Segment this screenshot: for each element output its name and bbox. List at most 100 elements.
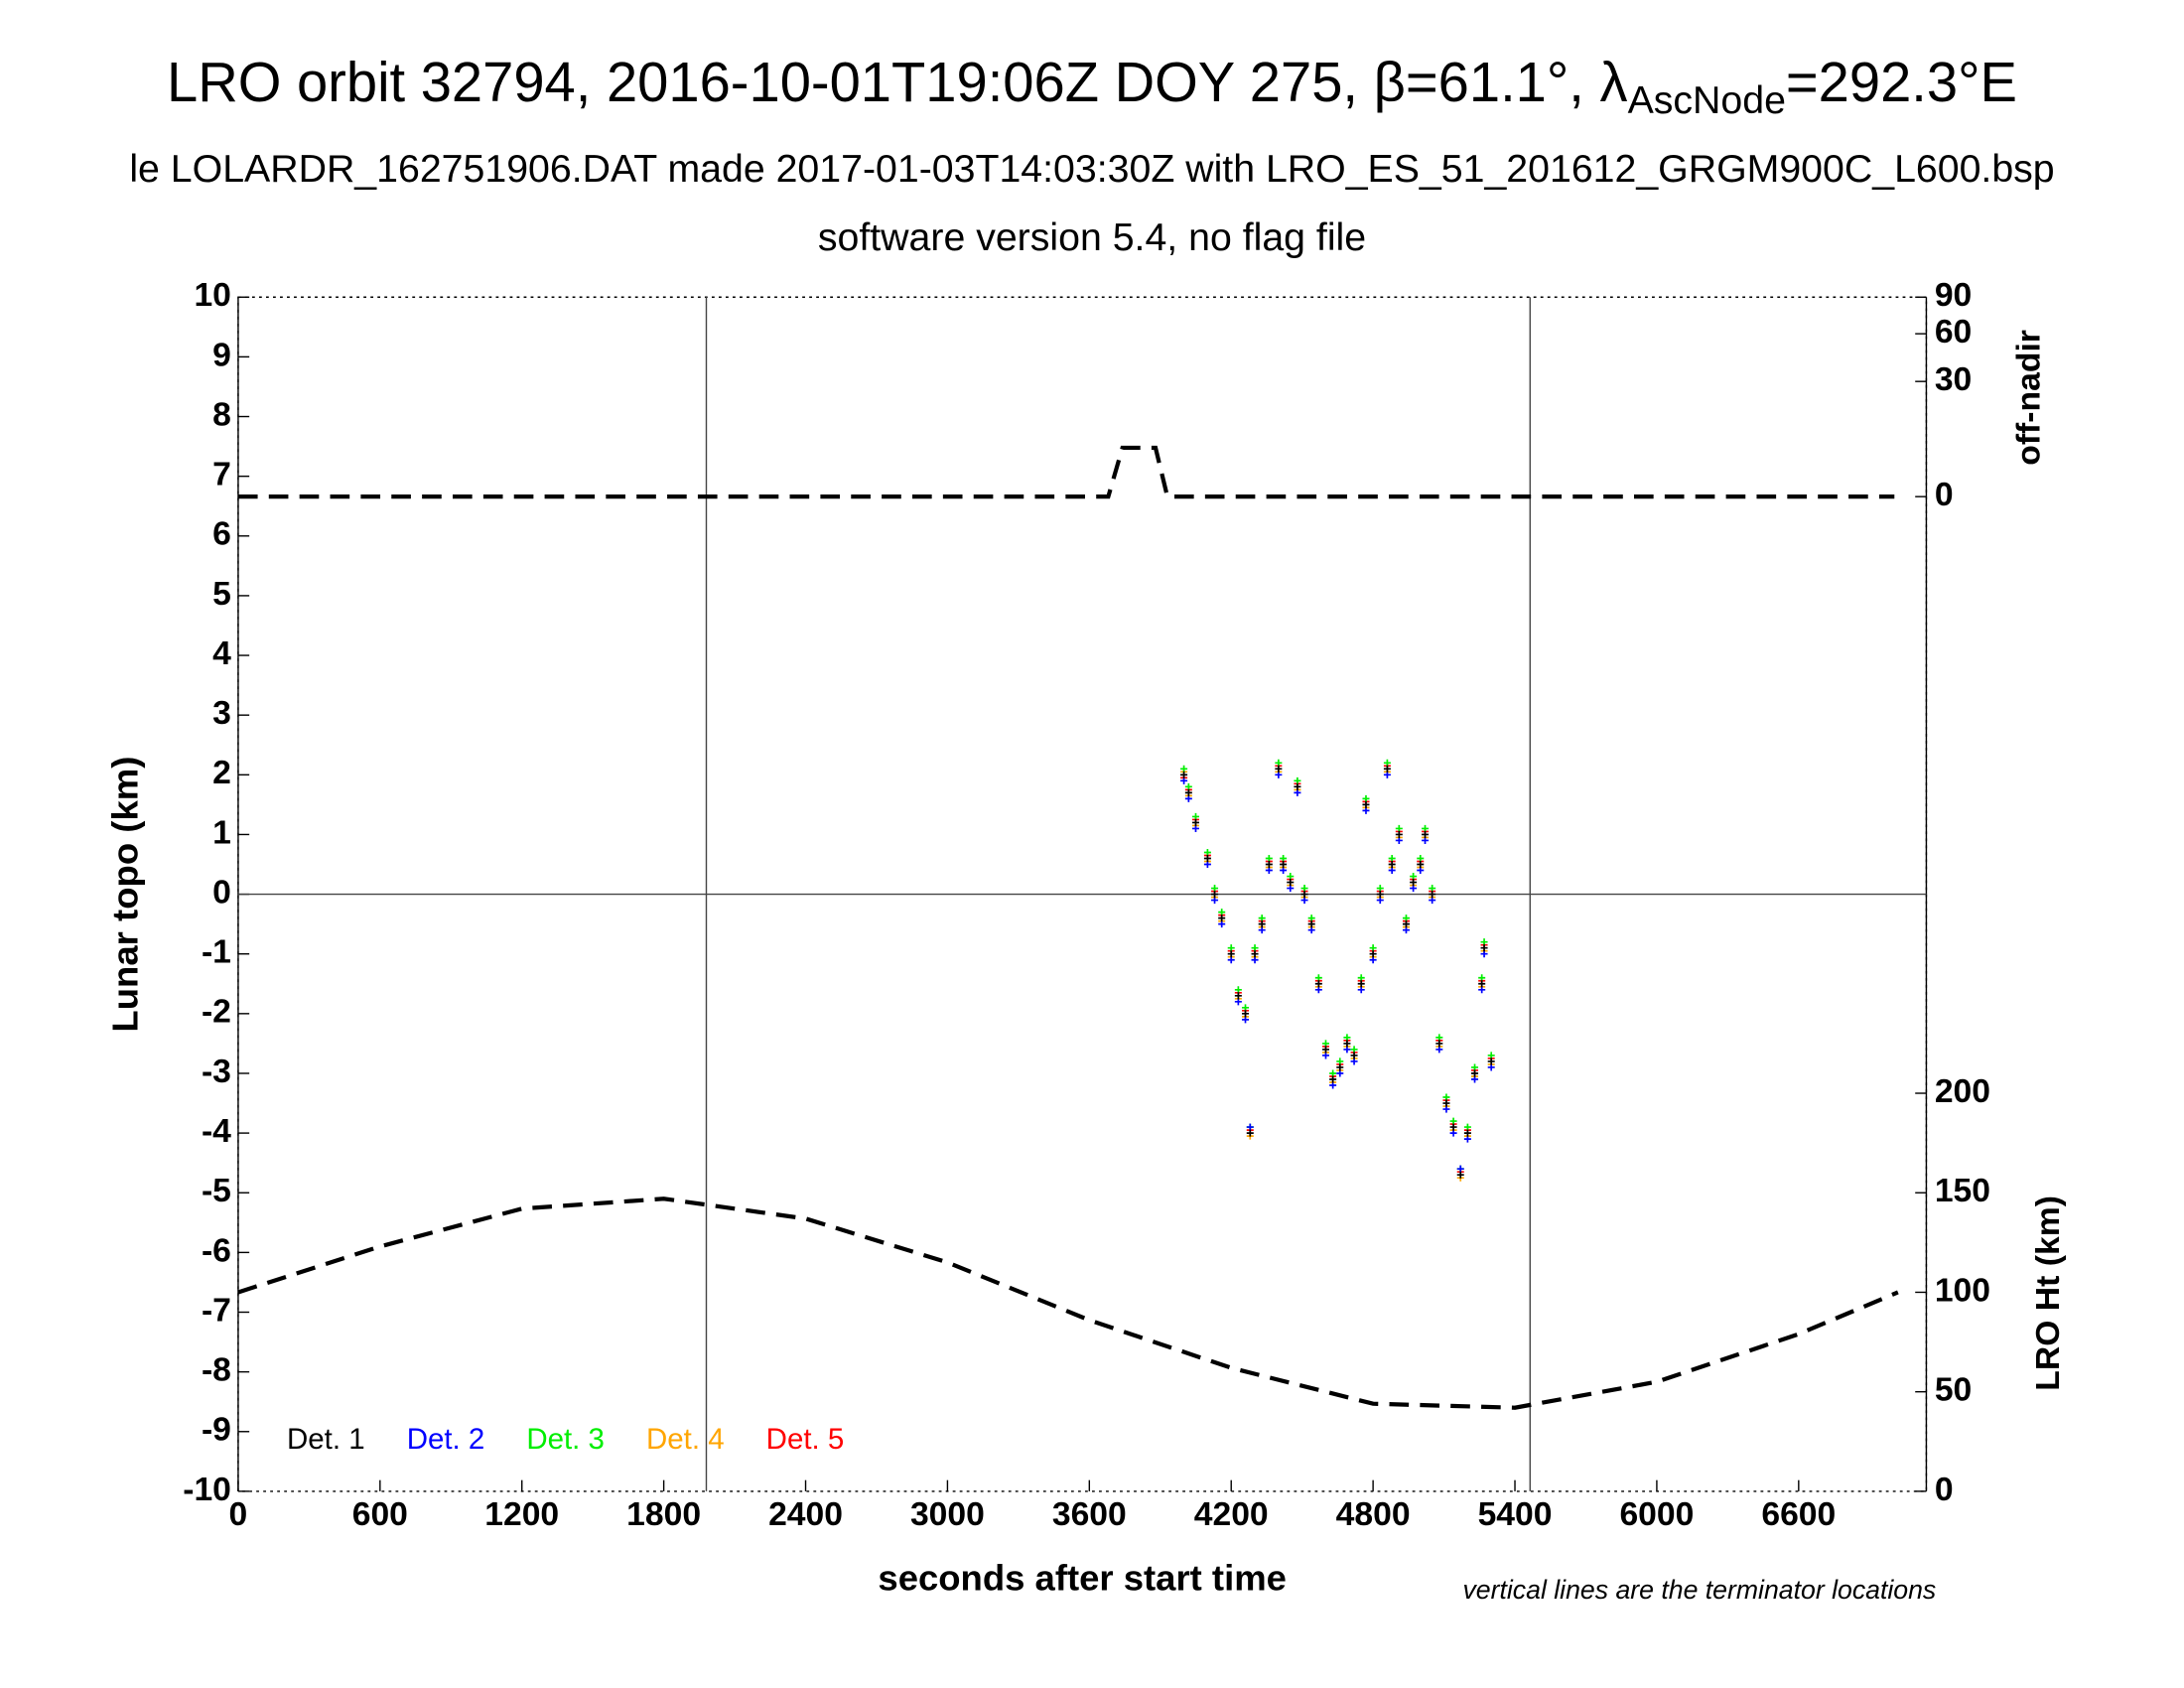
point — [1329, 1075, 1337, 1083]
y2-axis-label: off-nadir — [2011, 330, 2048, 466]
point — [1211, 885, 1219, 893]
point — [1336, 1069, 1344, 1077]
point — [1321, 1040, 1329, 1048]
x-tick-label: 4200 — [1194, 1496, 1269, 1533]
point — [1369, 950, 1377, 958]
y-tick-label: -8 — [202, 1352, 231, 1389]
point — [1211, 897, 1219, 905]
point — [1456, 1171, 1464, 1179]
point — [1402, 920, 1410, 928]
point — [1227, 950, 1235, 958]
y-tick-label: 2 — [212, 755, 231, 791]
point — [1388, 854, 1396, 863]
y-tick-label: -6 — [202, 1232, 231, 1269]
point — [1422, 824, 1430, 832]
point — [1265, 867, 1273, 875]
point — [1383, 765, 1391, 773]
y-tick-label: -1 — [202, 934, 231, 971]
point — [1203, 854, 1211, 863]
point — [1410, 879, 1418, 887]
point — [1218, 909, 1226, 916]
point — [1218, 914, 1226, 922]
point — [1294, 788, 1301, 796]
point — [1429, 885, 1436, 893]
x-tick-label: 0 — [229, 1496, 248, 1533]
y3-tick-label: 0 — [1935, 1472, 1954, 1508]
point — [1184, 788, 1192, 796]
legend-entry: Det. 2 — [407, 1423, 485, 1456]
point — [1350, 1052, 1358, 1059]
point — [1234, 992, 1242, 1000]
point — [1314, 974, 1322, 982]
point — [1336, 1057, 1344, 1065]
point — [1471, 1063, 1479, 1071]
point — [1203, 848, 1211, 856]
point — [1275, 771, 1283, 778]
point — [1487, 1057, 1495, 1065]
point — [1287, 885, 1295, 893]
point — [1300, 885, 1308, 893]
x-tick-label: 3600 — [1052, 1496, 1127, 1533]
point — [1343, 1046, 1351, 1054]
point — [1362, 794, 1370, 802]
point — [1321, 1046, 1329, 1054]
point — [1275, 759, 1283, 767]
point — [1362, 800, 1370, 808]
point — [1234, 998, 1242, 1006]
point — [1280, 867, 1288, 875]
point — [1350, 1046, 1358, 1054]
point — [1480, 938, 1488, 946]
subtitle: le LOLARDR_162751906.DAT made 2017-01-03… — [129, 147, 2054, 191]
point — [1191, 818, 1200, 826]
y-tick-label: 3 — [212, 695, 231, 732]
point — [1480, 944, 1488, 952]
point — [1369, 944, 1377, 952]
point — [1456, 1165, 1464, 1173]
point — [1180, 765, 1188, 773]
point — [1329, 1069, 1337, 1077]
point — [1294, 782, 1301, 790]
dashed-line — [237, 445, 1895, 499]
point — [1376, 885, 1384, 893]
point — [1357, 974, 1365, 982]
point — [1227, 956, 1235, 964]
point — [1294, 776, 1301, 784]
point — [1314, 986, 1322, 994]
point — [1287, 873, 1295, 881]
point — [1417, 867, 1425, 875]
y3-tick-label: 200 — [1935, 1073, 1990, 1110]
point — [1242, 1004, 1250, 1012]
y-tick-label: 1 — [212, 814, 231, 851]
y-tick-label: 6 — [212, 516, 231, 553]
point — [1449, 1117, 1457, 1125]
point — [1463, 1135, 1471, 1143]
point — [1280, 861, 1288, 869]
y3-tick-label: 150 — [1935, 1173, 1990, 1209]
y-tick-label: 5 — [212, 576, 231, 613]
point — [1265, 854, 1273, 863]
point — [1191, 812, 1200, 820]
point — [1442, 1093, 1450, 1101]
x-tick-label: 600 — [352, 1496, 408, 1533]
point — [1487, 1063, 1495, 1071]
point — [1251, 956, 1259, 964]
point — [1251, 950, 1259, 958]
x-tick-label: 1800 — [626, 1496, 701, 1533]
y3-tick-label: 50 — [1935, 1372, 1972, 1409]
point — [1275, 765, 1283, 773]
y-tick-label: -10 — [183, 1472, 231, 1508]
y-tick-label: -3 — [202, 1054, 231, 1090]
point — [1471, 1075, 1479, 1083]
note: vertical lines are the terminator locati… — [1462, 1575, 1936, 1605]
point — [1242, 1010, 1250, 1018]
point — [1395, 836, 1403, 844]
point — [1227, 944, 1235, 952]
x-tick-label: 5400 — [1478, 1496, 1553, 1533]
point — [1258, 920, 1266, 928]
point — [1383, 759, 1391, 767]
x-tick-label: 3000 — [910, 1496, 985, 1533]
point — [1449, 1123, 1457, 1131]
point — [1429, 891, 1436, 899]
y2-tick-label: 30 — [1935, 361, 1972, 398]
point — [1184, 794, 1192, 802]
